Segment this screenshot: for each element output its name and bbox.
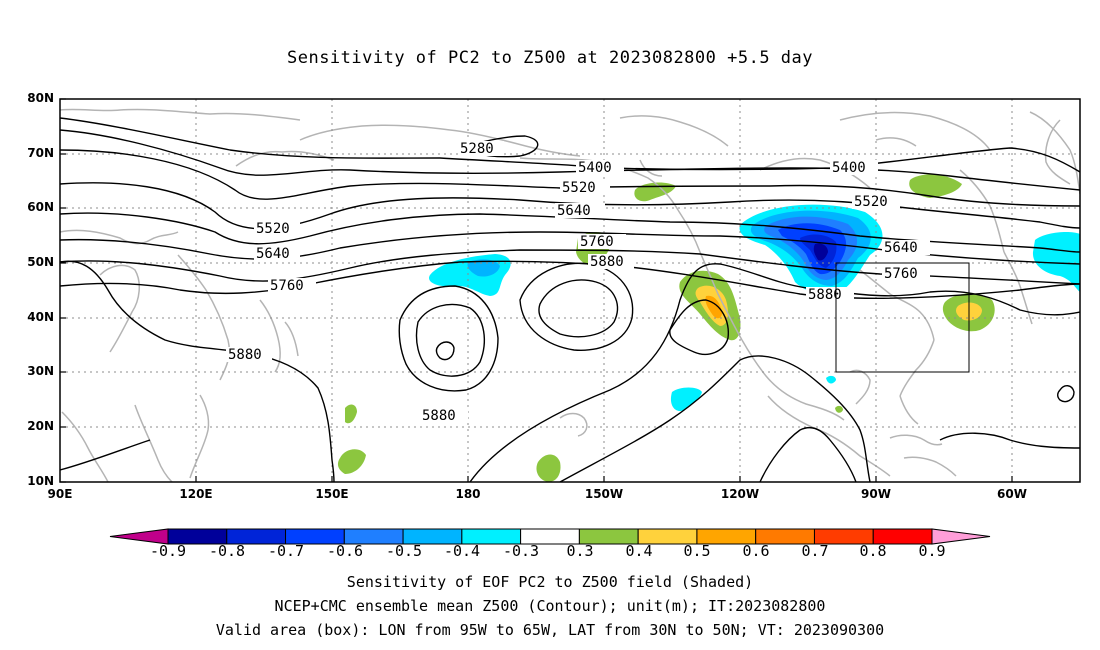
contour-5970-mid — [435, 341, 455, 361]
lon-label: 60W — [997, 487, 1027, 501]
grid — [60, 99, 1080, 482]
contour-label: 5520 — [854, 194, 888, 210]
lat-label: 60N — [27, 200, 54, 214]
colorbar-label: 0.3 — [566, 542, 594, 560]
contour-label: 5640 — [884, 240, 918, 256]
contour-5880-big — [469, 263, 1080, 482]
colorbar-label: 0.5 — [683, 542, 711, 560]
contour-5340 — [60, 117, 1080, 173]
contour-label: 5520 — [256, 221, 290, 237]
contour-5880-west — [669, 299, 729, 356]
map-title: Sensitivity of PC2 to Z500 at 2023082800… — [286, 48, 813, 68]
contour-label: 5640 — [557, 203, 591, 219]
contour-5880-mid — [398, 285, 499, 392]
lon-label: 180 — [455, 487, 481, 501]
plot-frame — [59, 98, 1081, 483]
contour-5760 — [60, 260, 1080, 300]
contour-label: 5760 — [884, 266, 918, 282]
contour-label: 5400 — [832, 160, 866, 176]
colorbar-label: -0.7 — [267, 542, 305, 560]
colorbar-label: 0.7 — [801, 542, 829, 560]
colorbar-label: 0.9 — [918, 542, 946, 560]
colorbar-label: 0.4 — [625, 542, 653, 560]
contour-label: 5520 — [562, 180, 596, 196]
lat-label: 80N — [27, 91, 54, 105]
colorbar-label: -0.5 — [385, 542, 423, 560]
valid-area-box — [835, 262, 970, 373]
contour-label: 5280 — [460, 141, 494, 157]
contour-5880-lower — [559, 355, 871, 482]
contour-5880-left — [60, 439, 151, 471]
colorbar-label: -0.8 — [208, 542, 246, 560]
contour-label: 5880 — [228, 347, 262, 363]
caption-line-2: NCEP+CMC ensemble mean Z500 (Contour); u… — [274, 597, 826, 615]
colorbar-label: -0.6 — [326, 542, 364, 560]
lon-label: 120W — [720, 487, 760, 501]
contour-label: 5880 — [422, 408, 456, 424]
lon-label: 150E — [315, 487, 349, 501]
lat-label: 50N — [27, 255, 54, 269]
contour-label-bg — [226, 141, 930, 423]
tick-marks — [60, 98, 1013, 483]
contour-5400 — [60, 129, 1080, 191]
contour-5880-lower-b — [759, 426, 857, 482]
contour-labels: 5280 5400 5400 5520 5520 5520 5640 5640 … — [228, 141, 918, 424]
colorbar-label: -0.9 — [149, 542, 187, 560]
contour-label: 5760 — [580, 234, 614, 250]
colorbar-label: 0.6 — [742, 542, 770, 560]
contour-label: 5760 — [270, 278, 304, 294]
colorbar-high-end — [931, 528, 991, 545]
lat-label: 30N — [27, 364, 54, 378]
colorbar-label: 0.8 — [859, 542, 887, 560]
lat-label: 70N — [27, 146, 54, 160]
contour-label: 5880 — [808, 287, 842, 303]
contour-label: 5880 — [590, 254, 624, 270]
caption-line-1: Sensitivity of EOF PC2 to Z500 field (Sh… — [346, 573, 754, 591]
lon-label: 90W — [861, 487, 891, 501]
colorbar-label: -0.4 — [443, 542, 481, 560]
lon-label: 150W — [584, 487, 624, 501]
lon-label: 90E — [47, 487, 73, 501]
lon-label: 120E — [179, 487, 213, 501]
contour-5820-right — [1057, 385, 1075, 403]
contour-label: 5400 — [578, 160, 612, 176]
contour-5940-mid — [415, 303, 486, 377]
contour-5880-loop2 — [519, 262, 634, 351]
lat-label: 20N — [27, 419, 54, 433]
caption-line-3: Valid area (box): LON from 95W to 65W, L… — [215, 621, 885, 639]
contour-5880-right-low — [939, 432, 1080, 449]
contour-label: 5640 — [256, 246, 290, 262]
lat-label: 10N — [27, 474, 54, 488]
colorbar-label: -0.3 — [502, 542, 540, 560]
contour-5880-loop3 — [538, 279, 619, 338]
z500-contours — [60, 117, 1080, 482]
lat-label: 40N — [27, 310, 54, 324]
contour-5820-left — [60, 260, 335, 482]
colorbar — [109, 528, 991, 545]
